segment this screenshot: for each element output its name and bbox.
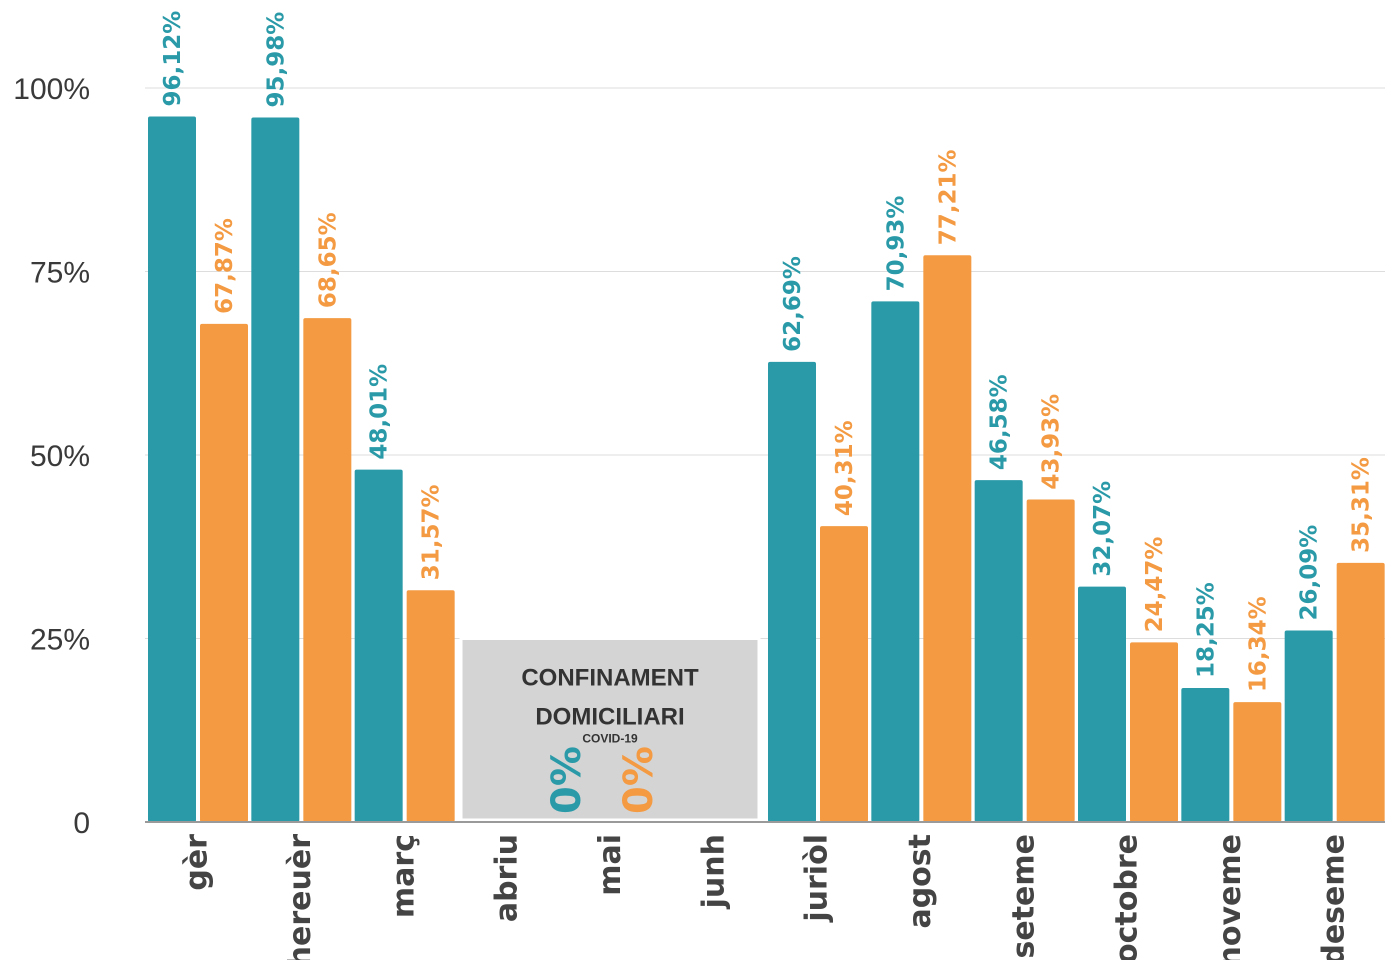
data-label: 95,98% (263, 12, 289, 108)
x-tick-label: hereuèr (283, 834, 318, 960)
data-label: 62,69% (780, 256, 806, 352)
data-label: 31,57% (419, 484, 445, 580)
x-tick-label: seteme (1006, 834, 1041, 959)
y-tick-label: 75% (30, 257, 90, 290)
confinement-title-line2: DOMICILIARI (535, 704, 684, 731)
x-tick-label: octobre (1110, 834, 1145, 960)
data-label: 77,21% (935, 149, 961, 245)
y-tick-label: 0 (73, 807, 90, 840)
bar-juriòl-series-2 (820, 526, 868, 822)
bar-març-series-2 (406, 590, 455, 822)
x-tick-label: març (386, 834, 421, 918)
data-label: 24,47% (1142, 537, 1168, 633)
confinement-box (459, 637, 761, 822)
bar-octobre-series-2 (1130, 642, 1178, 822)
x-tick-label: mai (593, 834, 628, 896)
x-tick-label: gèr (180, 834, 215, 891)
confinement-title-line1: CONFINAMENT (521, 665, 699, 692)
confinement-zero-label-1: 0% (544, 746, 590, 814)
data-label: 46,58% (987, 374, 1013, 470)
bar-deseme-series-2 (1336, 562, 1385, 822)
data-label: 67,87% (212, 218, 238, 314)
data-label: 35,31% (1349, 457, 1375, 553)
data-label: 40,31% (832, 420, 858, 516)
x-tick-label: agost (903, 834, 938, 929)
grid-lines (145, 87, 1385, 639)
bar-seteme-series-2 (1026, 499, 1075, 822)
x-tick-label: juriòl (800, 834, 835, 923)
bar-març-series-1 (354, 469, 403, 822)
x-tick-label: abriu (490, 834, 525, 922)
data-label: 43,93% (1039, 394, 1065, 490)
y-axis: 0 25% 50% 75% 100% (13, 73, 90, 840)
x-tick-label: noveme (1213, 834, 1248, 960)
bar-gèr-series-1 (148, 116, 196, 823)
bar-hereuèr-series-1 (251, 117, 300, 823)
data-labels: 96,12% 67,87% 95,98% 68,65% 48,01% 31,57% 62,6… (160, 11, 1375, 692)
x-tick-label: deseme (1316, 834, 1351, 960)
y-tick-label: 100% (13, 73, 90, 106)
bars (148, 116, 1385, 823)
bar-octobre-series-1 (1078, 586, 1126, 822)
bar-noveme-series-1 (1181, 688, 1230, 822)
data-label: 16,34% (1245, 596, 1271, 692)
bar-agost-series-2 (923, 255, 972, 823)
bar-deseme-series-1 (1284, 630, 1333, 822)
bar-seteme-series-1 (974, 480, 1023, 822)
x-tick-label: junh (696, 834, 731, 909)
data-label: 32,07% (1090, 481, 1116, 577)
y-tick-label: 50% (30, 440, 90, 473)
confinement-subtitle: COVID-19 (582, 732, 638, 746)
bar-agost-series-1 (871, 301, 920, 823)
bar-hereuèr-series-2 (303, 318, 352, 822)
y-tick-label: 25% (30, 624, 90, 657)
data-label: 68,65% (315, 212, 341, 308)
bar-juriòl-series-1 (768, 361, 816, 822)
data-label: 48,01% (367, 364, 393, 460)
confinement-zero-label-2: 0% (616, 746, 662, 814)
data-label: 70,93% (883, 196, 909, 292)
bar-gèr-series-2 (200, 323, 248, 822)
bar-noveme-series-2 (1233, 702, 1282, 822)
data-label: 18,25% (1193, 582, 1219, 678)
x-axis: gèr hereuèr març abriu mai junh juriòl agost set… (180, 834, 1352, 960)
data-label: 26,09% (1297, 525, 1323, 621)
data-label: 96,12% (160, 11, 186, 107)
